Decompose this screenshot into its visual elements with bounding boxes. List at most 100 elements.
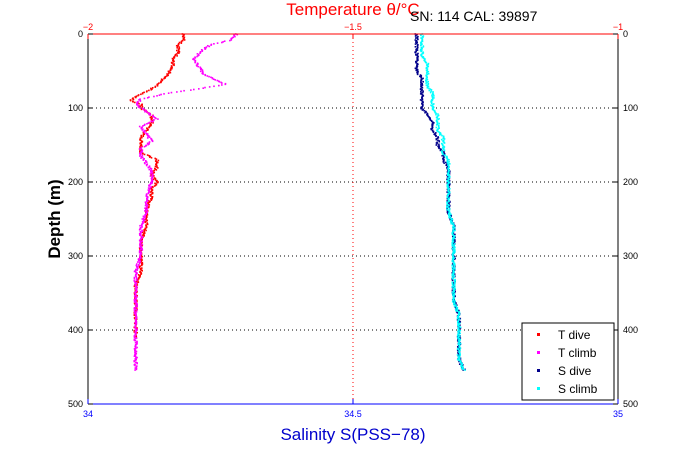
data-point xyxy=(136,356,138,359)
data-point xyxy=(414,67,417,70)
data-point xyxy=(435,112,437,115)
data-point xyxy=(139,139,142,142)
data-point xyxy=(426,85,429,87)
data-point xyxy=(145,220,148,222)
data-point xyxy=(448,159,450,161)
x-bottom-tick-label: 34.5 xyxy=(344,409,362,419)
data-point xyxy=(141,237,144,239)
data-point xyxy=(452,237,454,239)
data-point xyxy=(176,53,178,55)
data-point xyxy=(216,42,219,44)
data-point xyxy=(453,302,456,305)
data-point xyxy=(456,309,459,311)
data-point xyxy=(447,173,449,175)
data-point xyxy=(137,281,140,284)
data-point xyxy=(138,251,141,254)
data-point xyxy=(152,122,154,124)
data-point xyxy=(146,142,149,145)
data-point xyxy=(454,288,456,290)
data-point xyxy=(446,206,448,209)
data-point xyxy=(221,41,223,44)
data-point xyxy=(453,293,455,296)
data-point xyxy=(425,111,427,113)
data-point xyxy=(442,161,445,163)
data-point xyxy=(451,243,454,246)
data-point xyxy=(448,179,451,182)
data-point xyxy=(420,80,422,82)
data-point xyxy=(134,353,137,356)
data-point xyxy=(431,96,434,99)
data-point xyxy=(448,204,450,207)
data-point xyxy=(451,284,454,286)
data-point xyxy=(192,58,194,61)
data-point xyxy=(421,109,424,111)
data-point xyxy=(150,88,153,91)
data-point xyxy=(169,71,172,74)
data-point xyxy=(157,159,160,162)
data-point xyxy=(134,350,136,352)
data-point xyxy=(139,224,141,227)
data-point xyxy=(134,313,137,316)
data-point xyxy=(221,84,223,86)
data-point xyxy=(151,170,153,172)
data-point xyxy=(196,53,199,55)
legend-marker xyxy=(537,333,540,336)
data-point xyxy=(134,359,137,362)
data-point xyxy=(142,217,145,220)
data-point xyxy=(437,113,439,115)
data-point xyxy=(137,274,140,276)
data-point xyxy=(447,212,450,215)
data-point xyxy=(447,171,450,174)
data-point xyxy=(147,122,150,124)
data-point xyxy=(134,346,136,348)
data-point xyxy=(448,161,450,163)
data-point xyxy=(143,153,146,156)
data-point xyxy=(454,251,456,253)
data-point xyxy=(149,114,152,116)
data-point xyxy=(136,341,138,343)
data-point xyxy=(448,196,450,198)
data-point xyxy=(449,212,451,214)
data-point xyxy=(136,261,139,263)
data-point xyxy=(437,145,439,148)
data-point xyxy=(199,67,202,69)
data-point xyxy=(155,161,158,163)
data-point xyxy=(453,276,456,278)
data-point xyxy=(151,182,153,185)
data-point xyxy=(192,88,195,91)
y-tick-label-left: 500 xyxy=(68,399,83,409)
data-point xyxy=(454,246,456,249)
data-point xyxy=(414,52,417,54)
data-point xyxy=(141,149,144,152)
data-point xyxy=(442,137,445,140)
data-point xyxy=(196,55,198,58)
data-point xyxy=(459,354,461,357)
data-point xyxy=(136,294,138,297)
data-point xyxy=(142,134,145,136)
data-point xyxy=(139,148,141,151)
data-point xyxy=(149,167,152,170)
data-point xyxy=(453,244,455,247)
data-point xyxy=(140,245,143,248)
data-point xyxy=(148,185,150,187)
data-point xyxy=(425,67,428,70)
data-point xyxy=(415,62,418,64)
data-point xyxy=(422,90,424,92)
data-point xyxy=(419,48,422,51)
data-point xyxy=(450,213,452,216)
data-point xyxy=(140,134,143,137)
data-point xyxy=(153,95,155,98)
data-point xyxy=(218,84,220,87)
data-point xyxy=(138,239,141,242)
data-point xyxy=(447,162,449,164)
data-point xyxy=(157,118,159,120)
data-point xyxy=(139,155,141,157)
data-point xyxy=(142,135,145,138)
data-point xyxy=(134,299,137,302)
data-point xyxy=(210,44,212,46)
data-point xyxy=(223,40,226,43)
data-point xyxy=(139,246,141,249)
data-point xyxy=(180,90,182,93)
instrument-info: SN: 114 CAL: 39897 xyxy=(410,8,538,24)
data-point xyxy=(178,51,181,53)
